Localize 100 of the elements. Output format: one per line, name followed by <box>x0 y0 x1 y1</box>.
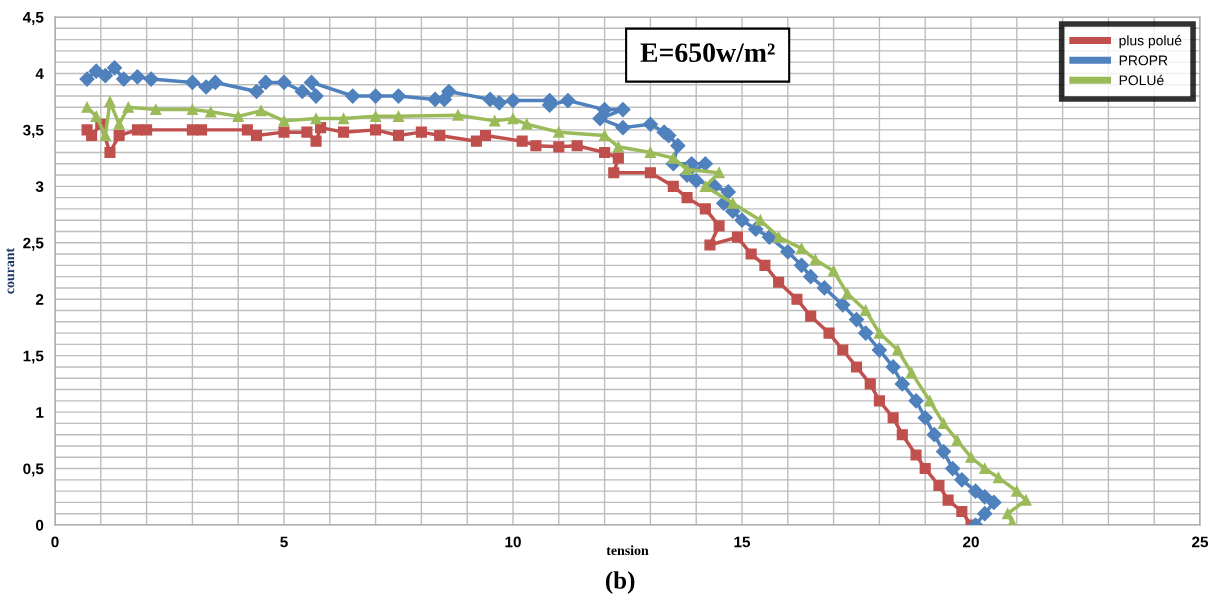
point <box>745 248 757 260</box>
point <box>731 231 743 243</box>
point <box>887 412 899 424</box>
y-tick-label: 1,5 <box>23 350 44 364</box>
point <box>196 124 208 136</box>
point <box>571 140 583 152</box>
point <box>644 167 656 179</box>
point <box>873 327 885 339</box>
text: E=650w/m² <box>640 43 775 63</box>
legend-label: PROPR <box>1119 55 1168 66</box>
point <box>278 115 290 127</box>
point <box>823 327 835 339</box>
point <box>205 106 217 118</box>
point <box>919 462 931 475</box>
point <box>713 167 725 179</box>
point <box>608 167 620 179</box>
y-tick-label: 4,5 <box>22 12 44 25</box>
point <box>232 110 244 122</box>
point <box>956 505 968 518</box>
point <box>310 135 322 147</box>
y-tick-label: 0 <box>36 519 44 531</box>
point <box>644 146 656 159</box>
x-tick-label: 0 <box>51 536 59 548</box>
point <box>754 214 766 226</box>
point <box>301 126 313 138</box>
point <box>933 479 945 492</box>
x-tick-label: 20 <box>963 536 979 548</box>
point <box>1011 485 1023 497</box>
point <box>122 101 134 113</box>
point <box>104 96 116 108</box>
point <box>828 265 840 277</box>
point <box>860 304 872 317</box>
legend-label: POLUé <box>1119 74 1164 86</box>
x-axis-title: tension <box>606 545 649 556</box>
point <box>521 118 533 130</box>
point <box>873 395 885 407</box>
point <box>773 231 785 243</box>
point <box>942 494 954 506</box>
point <box>667 180 679 192</box>
point <box>470 135 482 147</box>
point <box>979 462 991 475</box>
point <box>337 113 350 125</box>
point <box>337 126 350 138</box>
point <box>86 129 98 142</box>
point <box>905 367 918 379</box>
point <box>113 118 125 130</box>
point <box>516 135 528 147</box>
point <box>841 288 853 300</box>
y-tick-label: 4 <box>35 68 44 79</box>
point <box>1002 508 1014 520</box>
point <box>612 141 624 153</box>
point <box>850 361 863 373</box>
point <box>727 197 739 209</box>
point <box>809 254 821 266</box>
y-tick-label: 1 <box>36 407 44 418</box>
x-tick-label: 10 <box>505 536 521 548</box>
point <box>553 141 565 153</box>
point <box>681 192 693 204</box>
point <box>704 239 716 251</box>
point <box>489 115 501 127</box>
point <box>370 124 382 136</box>
point <box>452 109 464 121</box>
point <box>113 129 125 142</box>
point <box>910 449 922 461</box>
point <box>81 101 93 113</box>
point <box>681 163 693 175</box>
point <box>892 344 904 356</box>
y-tick-label: 2,5 <box>23 237 44 251</box>
y-tick-label: 3,5 <box>23 124 44 138</box>
point <box>1020 494 1032 506</box>
y-axis-title: courant <box>6 247 15 294</box>
point <box>699 180 711 192</box>
point <box>699 203 711 215</box>
point <box>141 124 153 136</box>
point <box>186 104 198 116</box>
point <box>791 293 803 305</box>
point <box>104 146 116 159</box>
text: (b) <box>605 571 635 594</box>
x-tick-label: 25 <box>1192 536 1209 548</box>
point <box>530 140 542 152</box>
point <box>90 110 102 122</box>
y-tick-label: 3 <box>35 181 44 193</box>
point <box>992 472 1005 484</box>
point <box>612 152 624 164</box>
legend-label: plus polué <box>1119 35 1182 49</box>
point <box>255 105 267 117</box>
point <box>599 146 611 159</box>
point <box>937 417 950 429</box>
point <box>553 126 565 138</box>
point <box>310 113 322 125</box>
point <box>370 110 382 122</box>
point <box>924 395 936 407</box>
x-tick-label: 5 <box>280 536 288 548</box>
point <box>837 344 849 356</box>
point <box>773 276 785 288</box>
point <box>434 129 446 142</box>
point <box>415 126 427 138</box>
y-tick-label: 0,5 <box>23 463 44 477</box>
point <box>150 104 162 116</box>
point <box>479 129 492 142</box>
